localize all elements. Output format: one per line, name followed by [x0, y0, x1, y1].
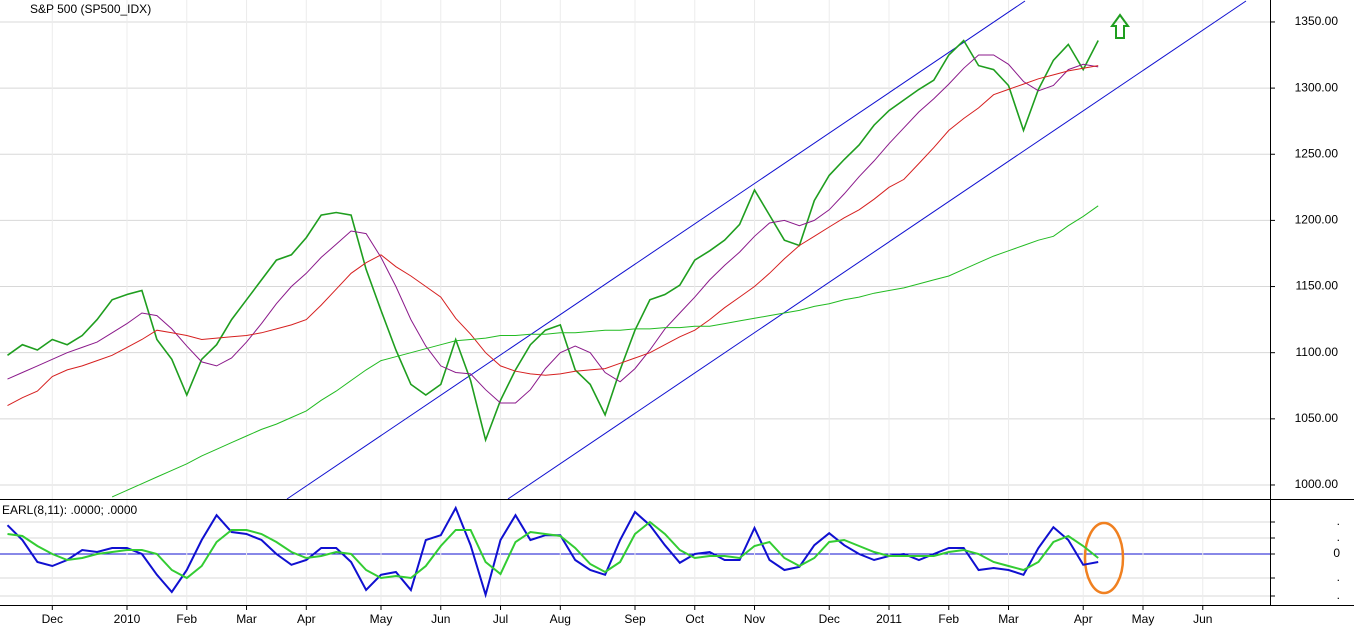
chart-title: S&P 500 (SP500_IDX) — [30, 2, 151, 16]
x-tick-label: Jul — [493, 612, 508, 626]
channel-lower — [507, 0, 1247, 500]
x-tick-label: Feb — [938, 612, 959, 626]
series-line — [7, 520, 1099, 580]
x-tick-label: Jun — [431, 612, 450, 626]
up-arrow — [1110, 13, 1130, 39]
x-tick-label: May — [370, 612, 393, 626]
indicator-title: EARL(8,11): .0000; .0000 — [2, 503, 138, 517]
series-line — [111, 205, 1099, 498]
x-tick-label: Sep — [624, 612, 646, 626]
grid-layer — [0, 0, 1270, 605]
y-tick-label: 1100.00 — [1296, 345, 1339, 359]
x-tick-label: May — [1132, 612, 1155, 626]
y-tick-label: 1250.00 — [1295, 146, 1339, 160]
y-tick-label: 1300.00 — [1295, 80, 1339, 94]
x-tick-label: Feb — [176, 612, 197, 626]
x-tick-label: Oct — [685, 612, 704, 626]
x-tick-label: Aug — [550, 612, 571, 626]
x-tick-label: Mar — [236, 612, 257, 626]
y-tick-label: 1000.00 — [1295, 477, 1339, 491]
series-line — [7, 65, 1099, 407]
y-tick-label: 1150.00 — [1296, 279, 1339, 293]
x-tick-label: Dec — [819, 612, 840, 626]
x-tick-label: Apr — [1074, 612, 1093, 626]
x-tick-label: Apr — [297, 612, 316, 626]
y-tick-label: 1200.00 — [1295, 213, 1339, 227]
series-line — [7, 54, 1099, 404]
x-tick-label: Jun — [1193, 612, 1212, 626]
y-tick-label: . — [1337, 530, 1340, 544]
x-tick-label: Dec — [42, 612, 63, 626]
series-line — [7, 39, 1099, 443]
y-tick-label: . — [1337, 570, 1340, 584]
channel-upper — [286, 0, 1026, 500]
y-tick-label: 1050.00 — [1295, 411, 1339, 425]
y-tick-label: . — [1337, 514, 1340, 528]
y-tick-label: 1350.00 — [1295, 14, 1339, 28]
x-tick-label: 2011 — [876, 612, 902, 626]
y-tick-label: 0 — [1333, 546, 1340, 560]
x-tick-label: Nov — [744, 612, 765, 626]
highlight-ellipse — [1083, 521, 1125, 595]
x-tick-label: 2010 — [114, 612, 141, 626]
y-tick-label: . — [1337, 588, 1340, 602]
x-tick-label: Mar — [998, 612, 1019, 626]
